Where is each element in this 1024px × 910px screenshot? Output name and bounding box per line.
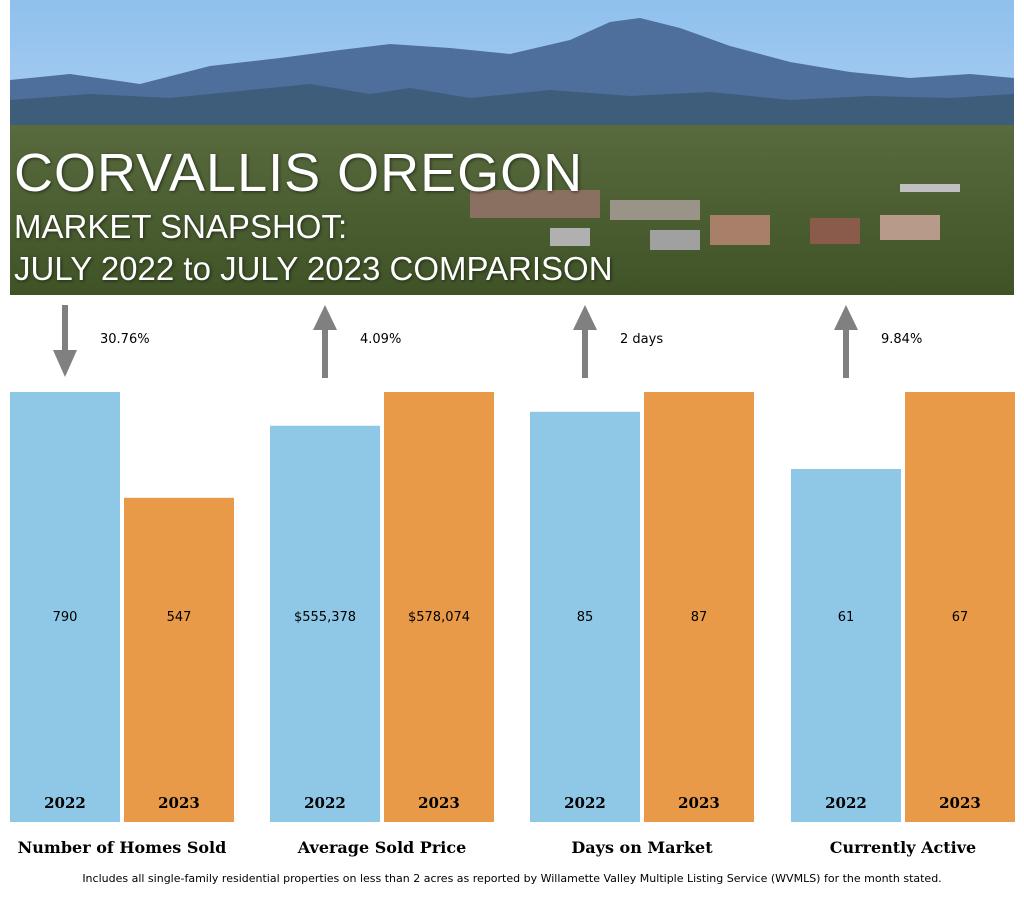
- change-label: 30.76%: [100, 332, 150, 347]
- change-label: 2 days: [620, 332, 663, 347]
- bar-value-label: 61: [838, 610, 855, 625]
- category-label: Number of Homes Sold: [18, 838, 227, 857]
- bar-value-label: 85: [577, 610, 594, 625]
- header-banner: CORVALLIS OREGON MARKET SNAPSHOT: JULY 2…: [10, 0, 1014, 295]
- arrow-down-icon: [53, 350, 77, 377]
- page-subtitle-line1: MARKET SNAPSHOT:: [14, 208, 348, 245]
- bar-2023: [905, 392, 1015, 822]
- bar-year-label: 2022: [44, 794, 86, 812]
- arrow-up-icon: [313, 305, 337, 330]
- bar-2023: [644, 392, 754, 822]
- arrow-up-icon: [573, 305, 597, 330]
- bar-2022: [530, 411, 640, 822]
- page-subtitle-line2: JULY 2022 to JULY 2023 COMPARISON: [14, 250, 613, 287]
- bar-year-label: 2023: [678, 794, 720, 812]
- bar-value-label: $555,378: [294, 610, 356, 625]
- change-label: 9.84%: [881, 332, 922, 347]
- bar-2022: [10, 392, 120, 822]
- landscape-photo: [10, 0, 1014, 295]
- footnote: Includes all single-family residential p…: [82, 872, 942, 885]
- bar-value-label: 790: [53, 610, 78, 625]
- bar-value-label: 87: [691, 610, 708, 625]
- bar-year-label: 2022: [825, 794, 867, 812]
- category-label: Average Sold Price: [297, 838, 467, 857]
- bar-year-label: 2023: [158, 794, 200, 812]
- bar-year-label: 2022: [304, 794, 346, 812]
- bar-2022: [791, 469, 901, 822]
- category-label: Days on Market: [571, 838, 713, 857]
- bar-year-label: 2022: [564, 794, 606, 812]
- arrow-shaft: [322, 328, 328, 378]
- bar-year-label: 2023: [418, 794, 460, 812]
- arrow-shaft: [582, 328, 588, 378]
- bar-2023: [384, 392, 494, 822]
- bar-2022: [270, 425, 380, 822]
- bar-value-label: $578,074: [408, 610, 470, 625]
- bar-value-label: 67: [952, 610, 969, 625]
- arrow-shaft: [843, 328, 849, 378]
- category-label: Currently Active: [830, 838, 976, 857]
- arrow-up-icon: [834, 305, 858, 330]
- page-title: CORVALLIS OREGON: [14, 143, 584, 203]
- bar-2023: [124, 497, 234, 822]
- bar-year-label: 2023: [939, 794, 981, 812]
- change-label: 4.09%: [360, 332, 401, 347]
- arrow-shaft: [62, 305, 68, 355]
- comparison-bar-chart: 790 2022 547 2023 Number of Homes Sold 30.76%…: [10, 305, 1015, 857]
- bar-value-label: 547: [167, 610, 192, 625]
